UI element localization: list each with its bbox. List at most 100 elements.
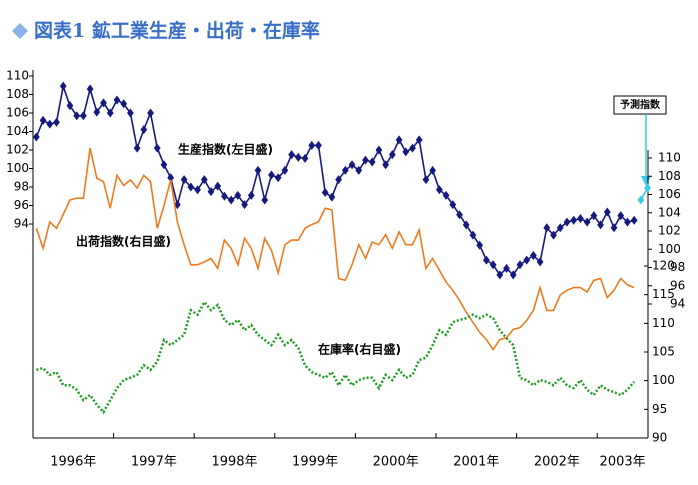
point	[281, 165, 289, 175]
point	[86, 84, 94, 94]
x-tick-label: 2000年	[373, 455, 419, 470]
y3-tick-label: 115	[652, 287, 675, 301]
x-tick-label: 2001年	[453, 455, 499, 470]
y2-tick-label: 104	[658, 205, 681, 219]
point	[100, 98, 107, 108]
point	[442, 190, 450, 200]
x-tick-label: 2002年	[534, 455, 580, 470]
point	[435, 185, 443, 195]
point	[496, 270, 504, 280]
point	[476, 240, 484, 250]
point	[590, 211, 598, 221]
point	[402, 147, 410, 157]
point	[140, 125, 148, 135]
point	[368, 157, 376, 167]
point	[214, 181, 222, 191]
point	[59, 81, 67, 91]
point	[556, 223, 564, 233]
y3-tick-label: 90	[652, 431, 667, 445]
point	[355, 165, 363, 175]
point	[133, 143, 141, 153]
point	[127, 108, 134, 118]
point	[597, 220, 604, 230]
point	[462, 220, 470, 230]
point	[509, 270, 517, 280]
y-tick-label: 106	[6, 106, 29, 120]
point	[617, 211, 625, 221]
point	[637, 195, 645, 205]
annotation: 生産指数(左目盛)	[178, 142, 273, 157]
point	[315, 140, 322, 150]
point	[247, 190, 255, 200]
point	[167, 173, 175, 183]
y2-tick-label: 102	[658, 224, 681, 238]
series-line	[35, 147, 635, 352]
point	[456, 210, 463, 220]
x-tick-label: 1999年	[292, 455, 338, 470]
point	[160, 160, 168, 170]
point	[550, 230, 557, 240]
annotation: 出荷指数(右目盛)	[76, 234, 171, 249]
point	[603, 207, 611, 217]
point	[530, 250, 537, 260]
point	[523, 255, 531, 265]
point	[577, 213, 584, 223]
point	[348, 160, 356, 170]
point	[583, 217, 591, 227]
point	[147, 108, 154, 118]
point	[321, 188, 329, 198]
point	[66, 101, 74, 111]
point	[563, 217, 571, 227]
y2-tick-label: 100	[658, 242, 681, 256]
point	[227, 195, 235, 205]
y-tick-label: 100	[6, 161, 29, 175]
point	[106, 108, 114, 118]
title-icon	[12, 23, 28, 39]
point	[261, 195, 269, 205]
chart-title: 図表1 鉱工業生産・出荷・在庫率	[34, 19, 320, 42]
point	[180, 175, 188, 185]
series-line	[36, 299, 636, 415]
point	[449, 200, 457, 210]
y3-tick-label: 120	[652, 259, 675, 273]
point	[207, 187, 215, 197]
y-tick-label: 94	[14, 217, 29, 231]
point	[489, 260, 497, 270]
point	[469, 230, 477, 240]
point	[483, 255, 490, 265]
point	[503, 263, 510, 273]
y2-tick-label: 94	[670, 297, 685, 311]
point	[543, 223, 551, 233]
y-tick-label: 96	[14, 198, 29, 212]
point	[429, 165, 437, 175]
point	[93, 107, 101, 117]
point	[80, 111, 87, 121]
annotation: 在庫率(右目盛)	[318, 342, 401, 357]
point	[194, 185, 201, 195]
point	[39, 115, 47, 125]
y3-tick-label: 105	[652, 345, 675, 359]
point	[153, 143, 161, 153]
y-tick-label: 104	[6, 124, 29, 138]
point	[328, 192, 336, 202]
y2-tick-label: 96	[670, 278, 685, 292]
y2-tick-label: 98	[670, 260, 685, 274]
y3-tick-label: 110	[652, 316, 675, 330]
point	[409, 143, 416, 153]
point	[536, 257, 544, 267]
annotation: 予測指数	[620, 98, 661, 111]
y-tick-label: 110	[6, 69, 29, 83]
point	[388, 150, 396, 160]
y2-tick-label: 106	[658, 187, 681, 201]
point	[301, 153, 309, 163]
point	[268, 170, 275, 180]
point	[422, 175, 430, 185]
y-tick-label: 98	[14, 180, 29, 194]
x-tick-label: 1996年	[50, 455, 96, 470]
point	[53, 117, 60, 127]
point	[630, 215, 638, 225]
point	[241, 200, 248, 210]
point	[294, 152, 302, 162]
